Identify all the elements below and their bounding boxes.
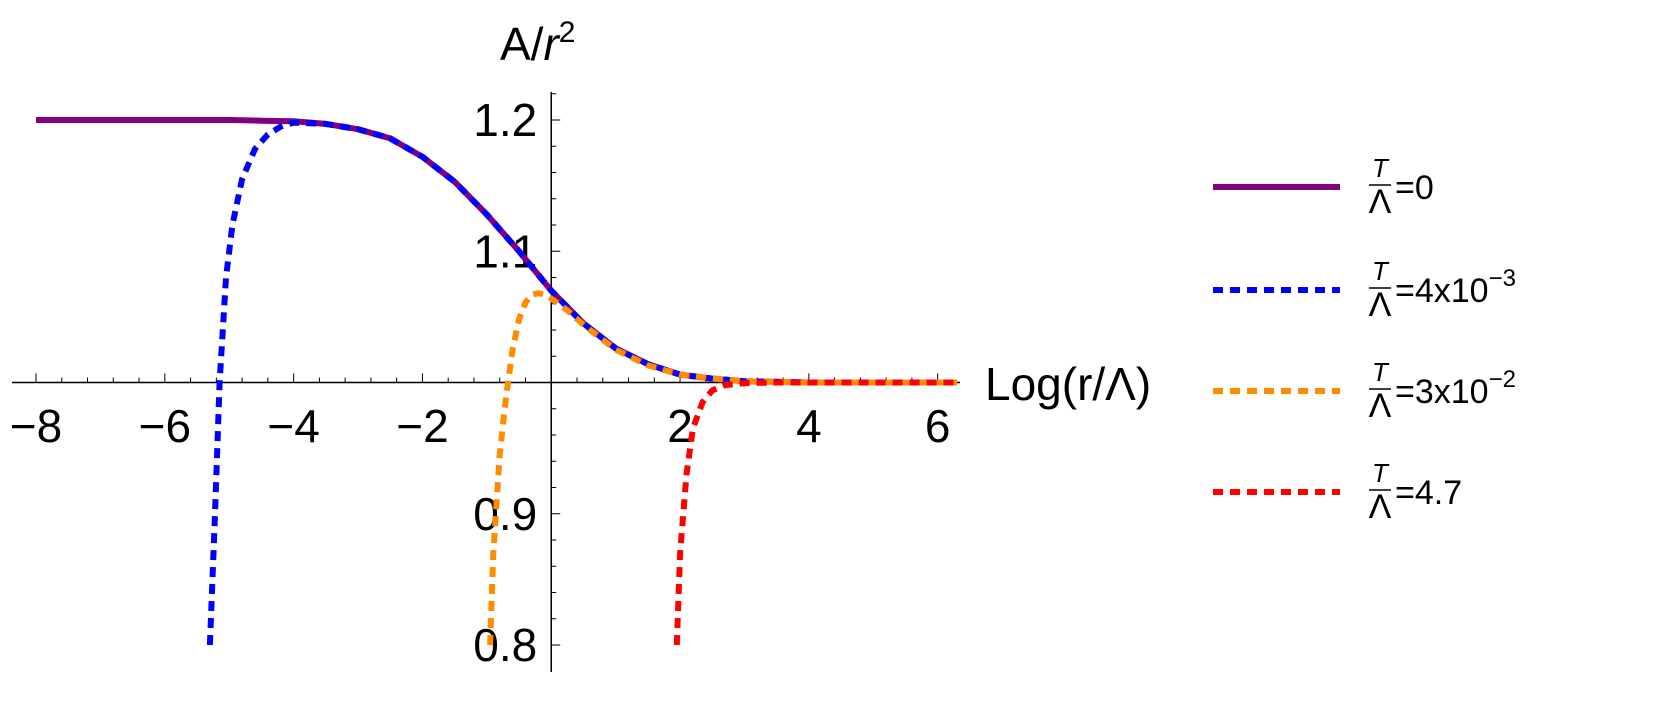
legend-entry-4: TΛ =4.7 (1213, 458, 1462, 526)
x-tick-label: −2 (396, 400, 448, 452)
x-tick-label: 4 (796, 400, 822, 452)
legend: TΛ =0TΛ =4x10−3TΛ =3x10−2TΛ =4.7 (1213, 153, 1516, 526)
x-tick-label: −8 (10, 400, 62, 452)
legend-label: =4.7 (1395, 474, 1462, 512)
y-label-sup: 2 (559, 16, 576, 49)
legend-frac-denom: Λ (1369, 387, 1392, 425)
x-tick-label: −6 (139, 400, 191, 452)
y-tick-label: 0.9 (473, 488, 537, 540)
x-axis-label: Log(r/Λ) (985, 358, 1151, 410)
y-label-var: r (543, 18, 560, 70)
series-line-3 (487, 290, 957, 646)
x-tick-label: 2 (667, 400, 693, 452)
legend-entry-3: TΛ =3x10−2 (1213, 357, 1516, 425)
y-tick-label: 1.2 (473, 94, 537, 146)
series-line-4 (673, 379, 957, 646)
x-tick-label: −4 (267, 400, 319, 452)
legend-frac-numer: T (1372, 256, 1390, 286)
series-line-2 (206, 119, 957, 646)
legend-entry-1: TΛ =0 (1213, 153, 1434, 221)
y-tick-label: 0.8 (473, 619, 537, 671)
legend-label: =0 (1395, 169, 1434, 207)
legend-frac-denom: Λ (1369, 286, 1392, 324)
tick-labels: −8 −6 −4 −2 2 4 60.80.91.11.2 (10, 94, 951, 671)
legend-entry-2: TΛ =4x10−3 (1213, 256, 1516, 324)
x-tick-label: 6 (925, 400, 951, 452)
series-lines (36, 117, 957, 646)
legend-label: =4x10−3 (1395, 265, 1516, 310)
legend-frac-denom: Λ (1369, 183, 1392, 221)
tick-marks (35, 93, 939, 646)
legend-frac-numer: T (1372, 153, 1390, 183)
legend-frac-denom: Λ (1369, 488, 1392, 526)
legend-frac-numer: T (1372, 458, 1390, 488)
legend-frac-numer: T (1372, 357, 1390, 387)
y-axis-label: A/r2 (500, 16, 575, 70)
legend-label: =3x10−2 (1395, 366, 1516, 411)
y-label-base: A/ (500, 18, 544, 70)
